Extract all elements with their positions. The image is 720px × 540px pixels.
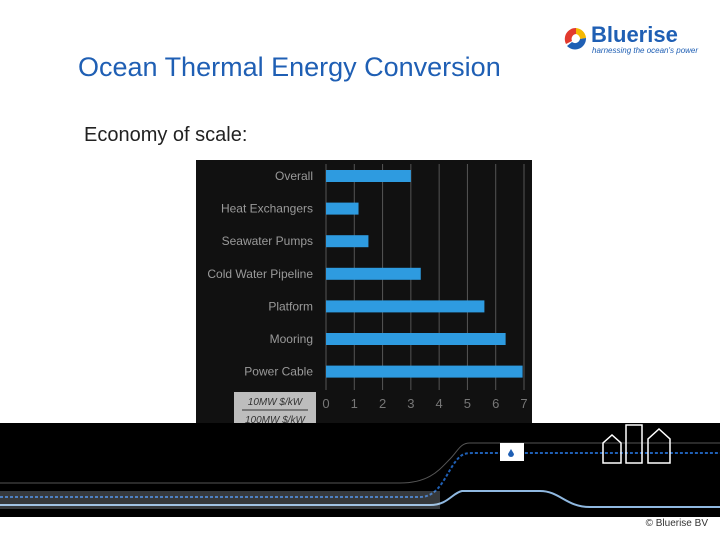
bar [326, 235, 369, 248]
x-tick-label: 0 [322, 396, 329, 411]
cost-ratio-bar-chart: Overall Heat Exchangers Seawater Pumps Cold… [196, 160, 532, 428]
bar [326, 333, 506, 345]
category-label: Heat Exchangers [221, 202, 313, 216]
x-tick-label: 5 [464, 396, 471, 411]
chart-bars [326, 170, 523, 378]
bar [326, 202, 359, 215]
slide-subtitle: Economy of scale: [84, 124, 248, 146]
chart-x-tick-labels: 0 1 2 3 4 5 6 7 [322, 396, 527, 411]
water-drop-icon [508, 449, 514, 457]
seabed-cable [0, 490, 720, 508]
ocean-cross-section-illustration [0, 423, 720, 517]
bar [326, 170, 411, 182]
category-label: Power Cable [244, 365, 313, 379]
x-tick-label: 6 [492, 396, 499, 411]
shore-building-icon [602, 433, 622, 464]
category-label: Cold Water Pipeline [207, 267, 313, 281]
ocean-background [0, 423, 720, 517]
category-label: Mooring [270, 332, 313, 346]
axis-caption-top: 10MW $/kW [248, 397, 304, 408]
x-tick-label: 4 [436, 396, 443, 411]
chart-background [196, 160, 532, 426]
x-tick-label: 1 [351, 396, 358, 411]
category-label: Platform [268, 299, 313, 313]
category-label: Overall [275, 169, 313, 183]
bar [326, 267, 421, 280]
x-tick-label: 2 [379, 396, 386, 411]
logo-tagline: harnessing the ocean's power [592, 46, 699, 55]
x-tick-label: 3 [407, 396, 414, 411]
bar [326, 300, 485, 313]
logo-name: Bluerise [591, 22, 678, 47]
chart-category-labels: Overall Heat Exchangers Seawater Pumps Cold… [207, 169, 313, 379]
axis-caption-bottom: 100MW $/kW [245, 415, 307, 426]
cold-water-pipeline [0, 452, 720, 498]
bluerise-logo: Bluerise harnessing the ocean's power [563, 22, 703, 60]
bar [326, 365, 523, 378]
deep-water-band [0, 491, 440, 509]
slide-title: Ocean Thermal Energy Conversion [78, 52, 501, 82]
category-label: Seawater Pumps [222, 234, 313, 248]
copyright-footer: © Bluerise BV [645, 518, 708, 529]
bluerise-logo-mark-icon [564, 27, 587, 50]
shore-house-icon [647, 427, 671, 464]
x-tick-label: 7 [520, 396, 527, 411]
sea-surface-line [0, 442, 720, 484]
shore-tower-icon [625, 424, 643, 464]
